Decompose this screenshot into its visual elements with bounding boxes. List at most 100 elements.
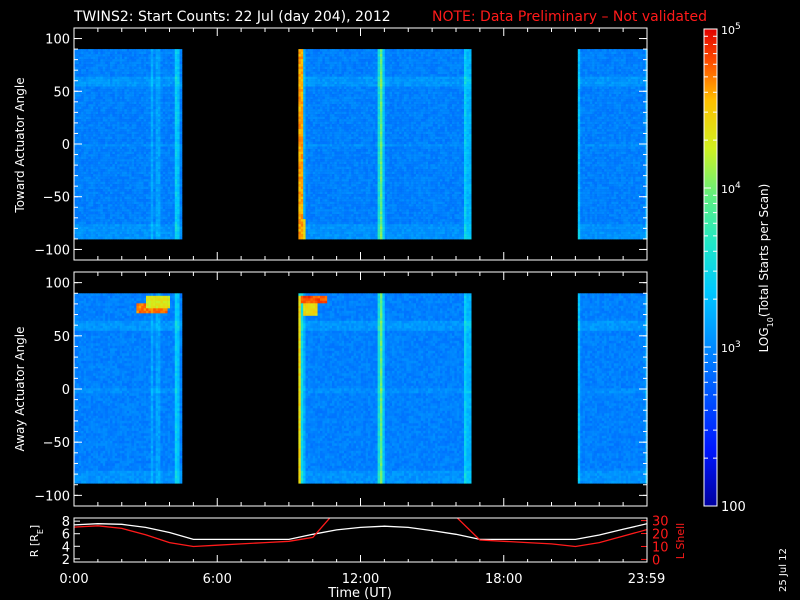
- heat-cell: [105, 116, 108, 120]
- heat-cell: [138, 189, 142, 192]
- heat-cell: [117, 156, 120, 160]
- heat-cell: [138, 151, 142, 155]
- heat-cell: [315, 131, 318, 135]
- heat-cell: [78, 211, 82, 215]
- heat-cell: [303, 134, 306, 137]
- heat-cell: [112, 236, 116, 240]
- heat-cell: [141, 76, 144, 80]
- heat-cell: [341, 66, 345, 70]
- heat-cell: [107, 56, 111, 60]
- heat-cell: [165, 196, 168, 200]
- heat-cell: [88, 224, 92, 227]
- heat-cell: [143, 156, 147, 160]
- heat-cell: [153, 114, 156, 117]
- heat-cell: [122, 176, 125, 180]
- heat-cell: [107, 234, 111, 237]
- heat-cell: [129, 229, 132, 232]
- heat-cell: [312, 216, 316, 220]
- heat-cell: [315, 111, 318, 115]
- heat-cell: [83, 201, 87, 205]
- heat-cell: [322, 201, 326, 205]
- heat-cell: [136, 111, 140, 115]
- heat-cell: [78, 106, 82, 110]
- heat-cell: [114, 221, 118, 225]
- heat-cell: [320, 81, 323, 85]
- heat-cell: [322, 99, 326, 102]
- heat-cell: [334, 119, 338, 122]
- heat-cell: [322, 181, 326, 185]
- heat-cell: [83, 86, 87, 90]
- heat-cell: [117, 91, 120, 95]
- heat-cell: [81, 171, 84, 175]
- heat-cell: [308, 84, 311, 87]
- heat-cell: [167, 86, 171, 90]
- heat-cell: [86, 106, 89, 110]
- heat-cell: [148, 199, 152, 202]
- heat-cell: [174, 86, 178, 90]
- heat-cell: [332, 96, 335, 100]
- heat-cell: [78, 49, 82, 52]
- heat-cell: [320, 156, 323, 160]
- heat-cell: [162, 191, 166, 195]
- heat-cell: [329, 56, 333, 60]
- heat-cell: [107, 96, 111, 100]
- heat-cell: [117, 89, 120, 92]
- heat-cell: [160, 166, 164, 170]
- heat-cell: [93, 71, 96, 75]
- heat-cell: [170, 186, 173, 190]
- heat-cell: [317, 54, 321, 57]
- heat-cell: [174, 229, 178, 232]
- heat-cell: [179, 201, 183, 205]
- heat-cell: [155, 76, 159, 80]
- heat-cell: [119, 86, 123, 90]
- heat-cell: [131, 151, 135, 155]
- heat-cell: [305, 129, 309, 132]
- heat-cell: [141, 179, 144, 182]
- heat-cell: [179, 204, 183, 207]
- heat-cell: [122, 136, 125, 140]
- heat-cell: [129, 146, 132, 150]
- heat-cell: [81, 119, 84, 122]
- heat-cell: [334, 216, 338, 220]
- heat-cell: [174, 99, 178, 102]
- heat-cell: [119, 161, 123, 165]
- heat-cell: [344, 69, 347, 72]
- heat-cell: [336, 59, 340, 62]
- heat-cell: [162, 151, 166, 155]
- heat-cell: [126, 224, 130, 227]
- heat-cell: [86, 61, 89, 65]
- heat-cell: [119, 181, 123, 185]
- heat-cell: [298, 131, 302, 135]
- heat-cell: [148, 184, 152, 187]
- heat-cell: [303, 181, 306, 185]
- heat-cell: [298, 104, 302, 107]
- heat-cell: [112, 194, 116, 197]
- heat-cell: [170, 154, 173, 157]
- heat-cell: [107, 101, 111, 105]
- heat-cell: [88, 114, 92, 117]
- heat-cell: [110, 161, 113, 165]
- heat-cell: [300, 236, 304, 240]
- heat-cell: [112, 94, 116, 97]
- heat-cell: [305, 104, 309, 107]
- heat-cell: [305, 204, 309, 207]
- heat-cell: [153, 229, 156, 232]
- heat-cell: [324, 211, 328, 215]
- heat-cell: [131, 59, 135, 62]
- heat-cell: [98, 134, 101, 137]
- heat-cell: [143, 146, 147, 150]
- heat-cell: [105, 141, 108, 145]
- heat-cell: [86, 169, 89, 172]
- heat-cell: [310, 174, 314, 177]
- heat-cell: [90, 61, 94, 65]
- heat-cell: [119, 69, 123, 72]
- heat-cell: [146, 186, 149, 190]
- heat-cell: [329, 131, 333, 135]
- heat-cell: [107, 99, 111, 102]
- heat-cell: [100, 219, 104, 222]
- heat-cell: [148, 51, 152, 55]
- heat-cell: [170, 169, 173, 172]
- heat-cell: [98, 161, 101, 165]
- heat-cell: [95, 139, 99, 142]
- heat-cell: [110, 56, 113, 60]
